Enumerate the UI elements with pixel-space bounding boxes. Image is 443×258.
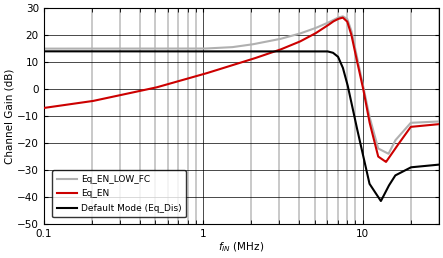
- Line: Eq_EN: Eq_EN: [44, 18, 439, 162]
- Default Mode (Eq_Dis): [193, 50, 198, 53]
- Eq_EN: [41, 107, 47, 110]
- Eq_EN: [109, 95, 115, 99]
- Eq_EN_LOW_FC: [41, 47, 47, 50]
- Eq_EN_LOW_FC: [86, 47, 91, 50]
- Eq_EN: [386, 156, 392, 159]
- Eq_EN_LOW_FC: [436, 120, 442, 123]
- Default Mode (Eq_Dis): [210, 50, 215, 53]
- Eq_EN: [210, 70, 215, 73]
- Eq_EN_LOW_FC: [193, 47, 198, 50]
- X-axis label: $f_{IN}$ (MHz): $f_{IN}$ (MHz): [218, 240, 264, 254]
- Default Mode (Eq_Dis): [109, 50, 115, 53]
- Default Mode (Eq_Dis): [428, 164, 434, 167]
- Eq_EN_LOW_FC: [340, 15, 346, 18]
- Eq_EN_LOW_FC: [109, 47, 115, 50]
- Default Mode (Eq_Dis): [41, 50, 47, 53]
- Line: Default Mode (Eq_Dis): Default Mode (Eq_Dis): [44, 51, 439, 201]
- Eq_EN_LOW_FC: [386, 152, 391, 155]
- Legend: Eq_EN_LOW_FC, Eq_EN, Default Mode (Eq_Dis): Eq_EN_LOW_FC, Eq_EN, Default Mode (Eq_Di…: [52, 171, 186, 217]
- Eq_EN_LOW_FC: [429, 120, 434, 123]
- Default Mode (Eq_Dis): [378, 199, 384, 203]
- Eq_EN_LOW_FC: [210, 47, 215, 50]
- Eq_EN: [86, 100, 91, 103]
- Default Mode (Eq_Dis): [86, 50, 91, 53]
- Eq_EN: [340, 16, 346, 19]
- Eq_EN: [436, 123, 442, 126]
- Default Mode (Eq_Dis): [386, 184, 391, 188]
- Y-axis label: Channel Gain (dB): Channel Gain (dB): [4, 68, 14, 164]
- Eq_EN: [383, 160, 389, 164]
- Default Mode (Eq_Dis): [436, 163, 442, 166]
- Eq_EN: [429, 123, 434, 126]
- Line: Eq_EN_LOW_FC: Eq_EN_LOW_FC: [44, 16, 439, 154]
- Eq_EN: [193, 75, 198, 78]
- Eq_EN_LOW_FC: [386, 152, 392, 155]
